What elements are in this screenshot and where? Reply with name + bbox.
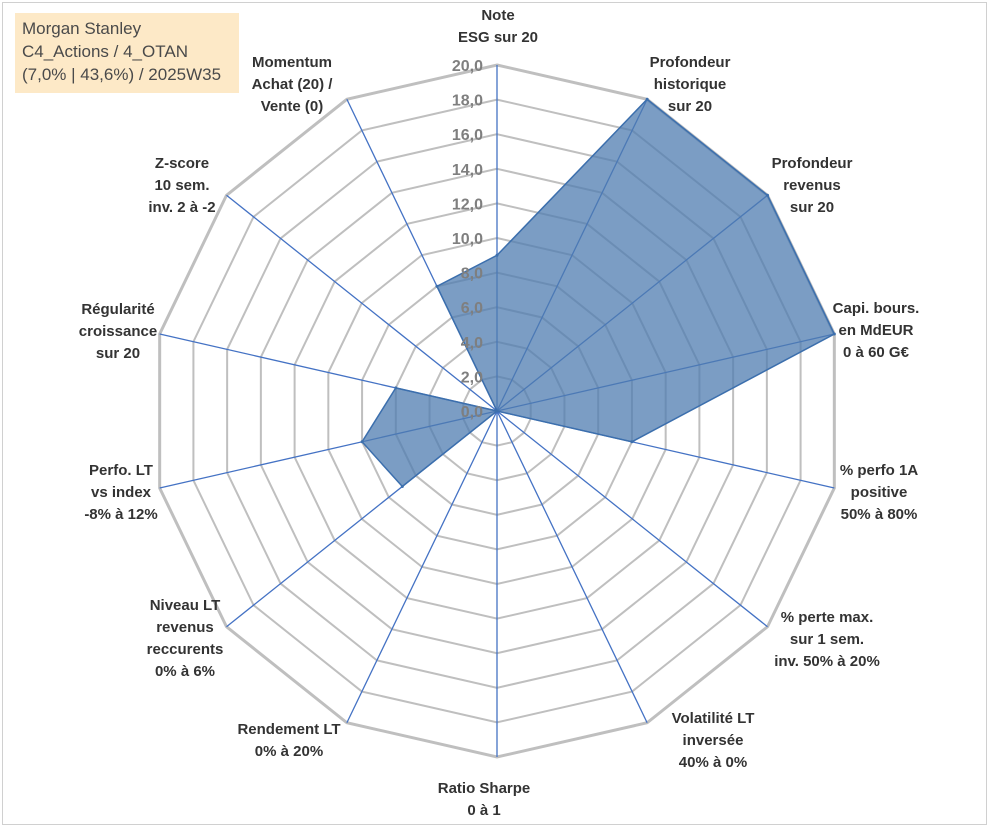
- axis-label: Z-score 10 sem. inv. 2 à -2: [148, 155, 215, 216]
- axis-label-line: 40% à 0%: [679, 754, 747, 771]
- axis-spoke: [496, 410, 768, 628]
- axis-label-line: sur 20: [790, 199, 834, 216]
- axis-label-line: revenus: [156, 619, 214, 636]
- axis-label-line: historique: [654, 76, 727, 93]
- axis-label-line: Achat (20) /: [252, 76, 334, 93]
- tick-label: 14,0: [452, 162, 483, 179]
- axis-label-line: 0 à 1: [467, 802, 500, 819]
- data-point: [630, 440, 634, 444]
- axis-label-line: 0% à 20%: [255, 743, 323, 760]
- axis-label-line: 50% à 80%: [841, 506, 918, 523]
- axis-label-line: Momentum: [252, 54, 332, 71]
- axis-label-line: sur 20: [96, 345, 140, 362]
- tick-label: 10,0: [452, 231, 483, 248]
- stats-label: (7,0% | 43,6%) / 2025W35: [22, 65, 222, 84]
- axis-label-line: % perfo 1A: [840, 462, 919, 479]
- data-point: [400, 485, 404, 489]
- tick-label: 4,0: [461, 335, 483, 352]
- axis-label-line: croissance: [79, 323, 157, 340]
- axis-label-line: Profondeur: [772, 155, 853, 172]
- data-point: [495, 409, 499, 413]
- axis-label-line: revenus: [783, 177, 841, 194]
- axis-label-line: inv. 50% à 20%: [774, 653, 880, 670]
- axis-spoke: [346, 410, 498, 724]
- axis-label: Régularité croissance sur 20: [79, 301, 157, 362]
- axis-spoke: [496, 410, 648, 724]
- axis-label-line: Régularité: [81, 301, 154, 318]
- axis-label: % perte max. sur 1 sem. inv. 50% à 20%: [774, 609, 880, 670]
- axis-label-line: 0% à 6%: [155, 663, 215, 680]
- axis-label: Note ESG sur 20: [458, 7, 538, 46]
- data-point: [832, 332, 836, 336]
- axis-label-line: Ratio Sharpe: [438, 780, 531, 797]
- axis-label-line: Niveau LT: [150, 597, 221, 614]
- axis-label-line: Z-score: [155, 155, 209, 172]
- axis-label-line: Profondeur: [650, 54, 731, 71]
- tick-label: 0,0: [461, 404, 483, 421]
- axis-label: % perfo 1A positive 50% à 80%: [840, 462, 919, 523]
- axis-label: Ratio Sharpe 0 à 1: [438, 780, 531, 819]
- data-point: [495, 253, 499, 257]
- axis-label-line: inversée: [683, 732, 744, 749]
- tick-label: 18,0: [452, 93, 483, 110]
- info-box: Morgan Stanley C4_Actions / 4_OTAN (7,0%…: [15, 13, 239, 93]
- data-point: [394, 386, 398, 390]
- data-point: [766, 193, 770, 197]
- data-point: [435, 284, 439, 288]
- axis-label-line: positive: [851, 484, 908, 501]
- data-series-area: [361, 98, 836, 488]
- axis-label-line: en MdEUR: [839, 322, 914, 339]
- axis-label: Capi. bours. en MdEUR 0 à 60 G€: [833, 300, 920, 361]
- axis-label-line: sur 20: [668, 98, 712, 115]
- axis-label-line: 0 à 60 G€: [843, 344, 910, 361]
- company-name: Morgan Stanley: [22, 19, 142, 38]
- tick-label: 16,0: [452, 127, 483, 144]
- category-label: C4_Actions / 4_OTAN: [22, 42, 188, 61]
- axis-label-line: 10 sem.: [154, 177, 209, 194]
- axis-label-line: Capi. bours.: [833, 300, 920, 317]
- axis-label-line: Vente (0): [261, 98, 324, 115]
- tick-label: 20,0: [452, 58, 483, 75]
- axis-label: Volatilité LT inversée 40% à 0%: [672, 710, 755, 771]
- tick-label: 12,0: [452, 196, 483, 213]
- tick-label: 2,0: [461, 369, 483, 386]
- axis-label-line: Volatilité LT: [672, 710, 755, 727]
- axis-label-line: vs index: [91, 484, 152, 501]
- axis-label: Momentum Achat (20) / Vente (0): [252, 54, 334, 115]
- axis-label: Profondeur historique sur 20: [650, 54, 731, 115]
- data-point: [360, 440, 364, 444]
- axis-label-line: Note: [481, 7, 514, 24]
- tick-label: 6,0: [461, 300, 483, 317]
- axis-label: Niveau LT revenus reccurents 0% à 6%: [147, 597, 224, 680]
- axis-label-line: inv. 2 à -2: [148, 199, 215, 216]
- axis-label-line: ESG sur 20: [458, 29, 538, 46]
- axis-label-line: -8% à 12%: [84, 506, 157, 523]
- axis-label: Perfo. LT vs index -8% à 12%: [84, 462, 157, 523]
- axis-label-line: reccurents: [147, 641, 224, 658]
- tick-label: 8,0: [461, 266, 483, 283]
- axis-spoke: [226, 194, 498, 412]
- axis-label: Profondeur revenus sur 20: [772, 155, 853, 216]
- axis-label-line: Rendement LT: [237, 721, 340, 738]
- axis-label-line: sur 1 sem.: [790, 631, 864, 648]
- axis-label-line: Perfo. LT: [89, 462, 153, 479]
- axis-label: Rendement LT 0% à 20%: [237, 721, 340, 760]
- data-point: [645, 97, 649, 101]
- axis-label-line: % perte max.: [781, 609, 874, 626]
